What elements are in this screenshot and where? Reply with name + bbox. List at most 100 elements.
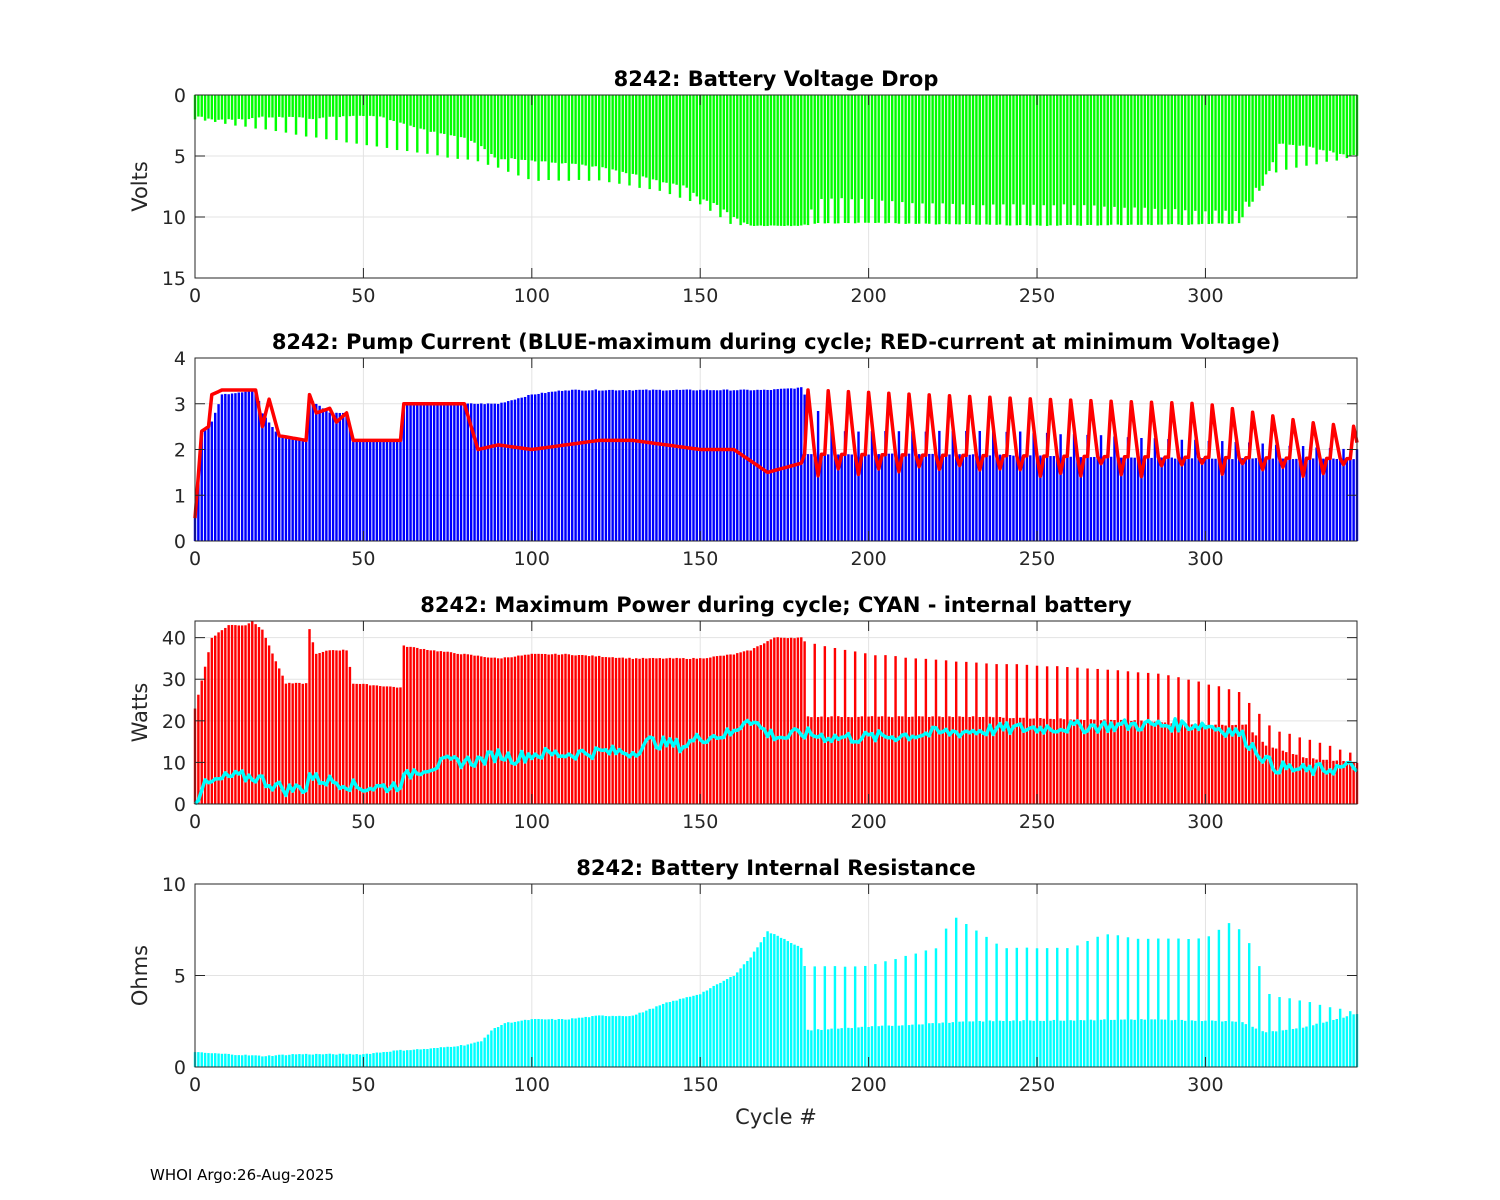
bar — [288, 95, 291, 117]
bar — [426, 1049, 429, 1067]
bar — [348, 95, 352, 117]
bar — [581, 655, 584, 804]
bar — [227, 1053, 230, 1067]
bar — [978, 430, 981, 541]
bar — [864, 454, 867, 541]
bar — [611, 389, 614, 541]
bar — [281, 675, 284, 804]
bar — [604, 657, 608, 804]
bar — [1056, 666, 1059, 804]
bar — [315, 653, 318, 804]
bar — [1089, 457, 1093, 541]
bar — [890, 1025, 894, 1067]
bar — [1143, 95, 1147, 208]
bar — [762, 937, 766, 1067]
bar — [554, 1019, 557, 1067]
bar — [1140, 95, 1143, 225]
bar — [375, 1052, 379, 1067]
bar — [1126, 937, 1130, 1067]
bar — [638, 389, 641, 541]
bar — [277, 435, 281, 541]
bar — [422, 404, 426, 541]
bar — [749, 650, 752, 804]
bar — [1123, 457, 1126, 541]
bar — [271, 95, 274, 118]
bar — [385, 95, 389, 148]
bar — [762, 95, 766, 227]
bar — [709, 390, 712, 541]
bar — [1312, 1025, 1315, 1067]
bar — [1032, 432, 1035, 541]
bar — [631, 1015, 635, 1067]
bar — [722, 980, 726, 1067]
bar — [267, 645, 271, 804]
bar — [725, 979, 729, 1067]
bar — [523, 654, 527, 804]
bar — [601, 657, 604, 804]
bar — [837, 95, 840, 224]
bar — [203, 95, 207, 121]
bar — [1187, 458, 1190, 541]
bar — [1315, 1023, 1318, 1067]
bar — [331, 413, 335, 541]
bar — [668, 657, 672, 804]
bar — [321, 651, 325, 804]
bar — [355, 683, 358, 804]
bar — [1160, 95, 1163, 225]
bar — [301, 95, 304, 118]
bar — [325, 410, 328, 541]
bar — [857, 431, 860, 541]
bar — [712, 95, 715, 204]
bar — [446, 651, 449, 804]
bar — [897, 431, 901, 541]
bar — [564, 653, 567, 804]
bar — [978, 717, 981, 804]
bar — [1308, 1002, 1312, 1067]
bar — [331, 1054, 335, 1067]
bar — [1261, 1031, 1264, 1067]
bar — [756, 95, 759, 226]
bar — [594, 656, 598, 804]
bar — [1308, 458, 1312, 541]
bar — [766, 389, 769, 541]
bar — [1301, 1027, 1305, 1067]
bar — [1251, 732, 1254, 804]
y-axis-label: Ohms — [128, 945, 152, 1006]
bar — [645, 389, 648, 541]
bar — [722, 95, 726, 210]
bar — [456, 1046, 459, 1067]
bar — [301, 1054, 304, 1067]
bar — [341, 95, 345, 117]
bar — [483, 95, 486, 150]
bar — [587, 390, 591, 541]
bar — [1029, 95, 1032, 226]
bar — [395, 440, 399, 541]
bar — [399, 687, 402, 804]
bar — [1133, 720, 1136, 804]
bar — [699, 95, 702, 205]
bar — [944, 453, 948, 541]
bar — [611, 1015, 614, 1067]
bar — [661, 658, 665, 804]
bar — [870, 1026, 874, 1067]
bar — [820, 95, 823, 199]
bar — [651, 657, 655, 804]
bar — [560, 390, 564, 541]
bar — [904, 955, 907, 1067]
bar — [729, 976, 732, 1067]
bar — [466, 1044, 470, 1067]
bar — [813, 643, 816, 804]
bar — [443, 95, 446, 134]
bar — [1352, 95, 1355, 155]
bar — [405, 403, 409, 541]
bar — [1338, 749, 1342, 804]
bar — [207, 95, 210, 119]
bar — [1177, 677, 1180, 804]
bar — [806, 716, 810, 804]
bar — [655, 389, 658, 541]
bar — [709, 657, 712, 804]
bar — [1349, 95, 1352, 156]
bar — [608, 657, 611, 804]
bar — [1157, 673, 1160, 804]
